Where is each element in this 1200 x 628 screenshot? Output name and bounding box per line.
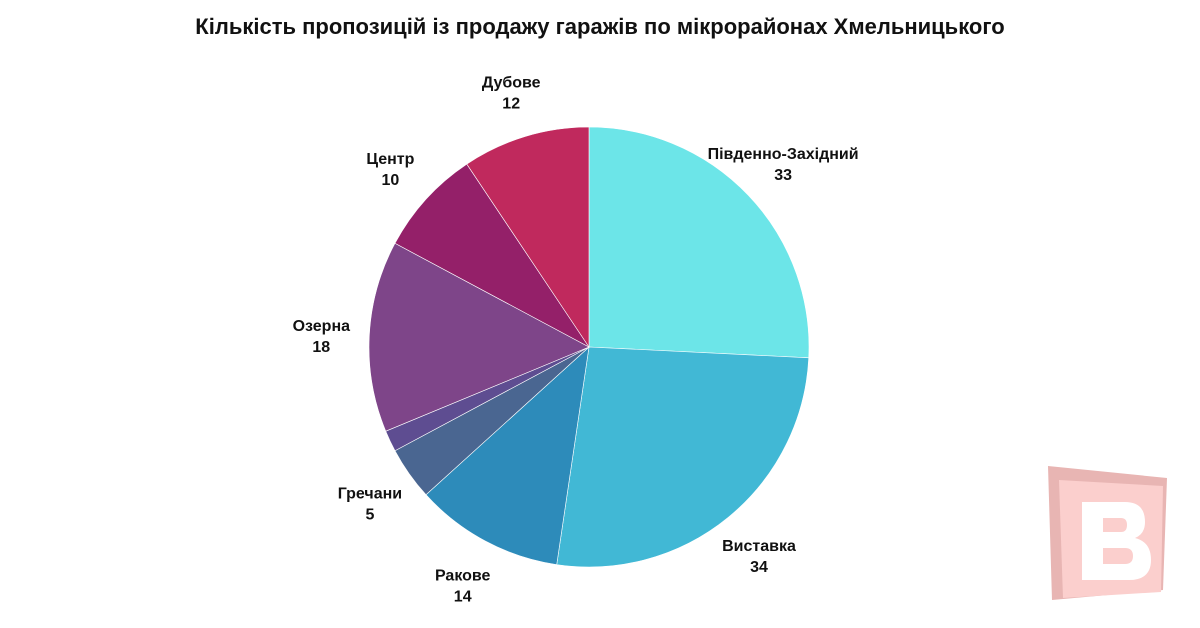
pie-slice: [394, 163, 590, 348]
slice-label: Ракове: [435, 567, 491, 584]
pie-labels: Південно-Західний 33 Виставка 34 Ракове 14 Гре…: [293, 75, 859, 606]
watermark-logo: [1048, 466, 1167, 600]
slice-value-label: 10: [382, 172, 400, 189]
pie-slices: [368, 126, 810, 568]
slice-label: Виставка: [722, 538, 796, 555]
slice-label: Південно-Західний: [708, 146, 859, 163]
chart-title: Кількість пропозицій із продажу гаражів …: [195, 14, 1005, 39]
slice-value-label: 12: [502, 96, 520, 113]
pie-slice: [588, 126, 810, 359]
pie-slice: [368, 242, 590, 432]
pie-slice: [556, 346, 810, 568]
slice-label: Дубове: [482, 75, 541, 92]
watermark-letter-b: [1082, 502, 1151, 580]
slice-value-label: 33: [774, 167, 792, 184]
slice-value-label: 18: [312, 339, 330, 356]
slice-value-label: 14: [454, 588, 472, 605]
pie-slice: [466, 126, 590, 348]
slice-value-label: 34: [750, 559, 768, 576]
slice-value-label: 5: [365, 506, 374, 523]
slice-label: Озерна: [293, 318, 351, 335]
slice-label: Центр: [366, 151, 414, 168]
pie-slice: [425, 346, 590, 565]
slice-label: Гречани: [338, 485, 402, 502]
